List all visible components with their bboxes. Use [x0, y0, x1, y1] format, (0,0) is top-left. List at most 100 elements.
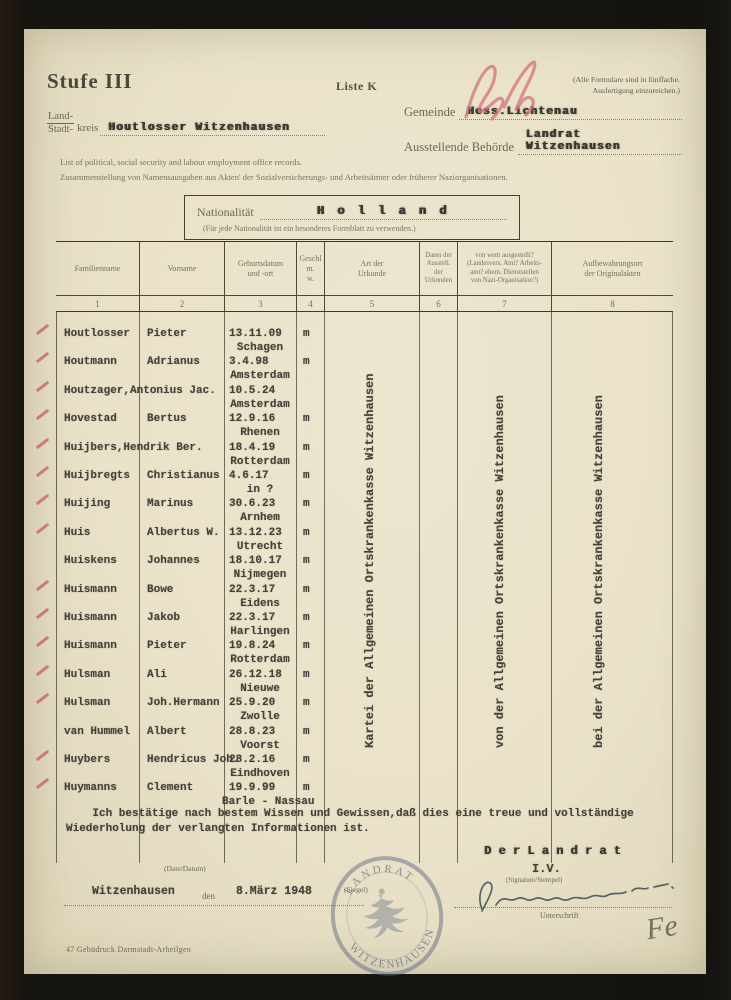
table-row: van Hummel Albert 28.8.23 m Voorst — [56, 726, 673, 754]
table-row: Huijbers,Hendrik Ber. 18.4.19 m Rotterdam — [35, 437, 673, 470]
table-row: Hovestad Bertus 12.9.16 m Rhenen — [35, 408, 673, 441]
first-name-cell: Clement — [147, 782, 194, 795]
table-row: Houtmann Adrianus 3.4.98 m Amsterdam — [35, 352, 673, 384]
col-header-geschlecht: Geschl m. w. — [296, 242, 324, 295]
birth-date-cell: 18.10.17 — [229, 555, 282, 568]
birth-date-cell: 4.6.17 — [229, 470, 269, 482]
table-row: Huybers Hendricus Joh. 28.2.16 m Eindhoven — [35, 749, 673, 782]
table-row: Huijing Marinus 30.6.23 m Arnhem — [35, 494, 673, 526]
table-row: Huiskens Johannes 18.10.17 m Nijmegen — [56, 555, 673, 583]
column-line — [457, 312, 458, 863]
table-row: Huymanns Clement 19.9.99 m Barle - Nassau — [35, 778, 673, 810]
date-value: 8.März 1948 — [236, 885, 312, 898]
family-name-cell: Huijbers,Hendrik Ber. — [64, 441, 203, 454]
siegel-label: (Siegel) — [344, 885, 368, 894]
red-check-mark — [35, 352, 50, 364]
red-check-mark — [35, 664, 50, 677]
family-name-cell: Hovestad — [64, 413, 117, 426]
red-check-mark — [35, 494, 50, 506]
birth-place-cell: Rotterdam — [230, 455, 290, 468]
pencil-initials: Fe — [643, 908, 680, 947]
date-ruled-line — [64, 883, 364, 906]
family-name-cell: Huybers — [64, 754, 111, 766]
handwritten-signature — [479, 881, 674, 912]
kreis-value: Houtlosser Witzenhausen — [108, 122, 291, 135]
red-check-mark — [35, 778, 50, 790]
birth-date-cell: 28.2.16 — [229, 754, 276, 766]
date-place-value: Witzenhausen — [92, 885, 175, 898]
family-name-cell: Houtmann — [64, 356, 117, 369]
birth-date-cell: 22.3.17 — [229, 583, 276, 596]
col-header-vorname: Vorname — [139, 242, 224, 295]
col-number: 7 — [457, 296, 551, 311]
date-field-label: (Date/Datum) — [164, 864, 206, 873]
column-line — [139, 312, 140, 863]
family-name-cell: van Hummel — [64, 725, 131, 738]
birth-place-cell: in ? — [246, 484, 274, 496]
table-row: Huismann Bowe 22.3.17 m Eidens — [35, 579, 673, 612]
birth-date-cell: 13.12.23 — [229, 526, 282, 539]
birth-date-cell: 18.4.19 — [229, 441, 276, 454]
birth-place-cell: Rhenen — [240, 427, 280, 440]
column-line — [224, 312, 225, 863]
red-check-mark — [35, 522, 50, 535]
printer-imprint: 47 Gebüdruck Darmstadt-Arheilgen — [66, 945, 192, 954]
column-line — [56, 312, 57, 863]
birth-place-cell: Utrecht — [236, 540, 284, 553]
first-name-cell: Marinus — [147, 498, 194, 511]
gemeinde-behoerde-fields: Gemeinde Hess.Lichtenau Ausstellende Beh… — [404, 101, 682, 164]
column-line — [551, 312, 552, 863]
first-name-cell: Ali — [147, 668, 167, 681]
first-name-cell: Johannes — [147, 555, 200, 568]
red-check-mark — [35, 323, 50, 336]
liste-heading: Liste K — [336, 79, 378, 93]
family-name-cell: Hulsman — [64, 668, 111, 681]
birth-date-cell: 13.11.09 — [229, 328, 282, 340]
signature-ruled-line — [454, 886, 672, 908]
stadt-label: Stadt- — [47, 124, 74, 136]
stamp-eagle — [363, 894, 409, 939]
behoerde-value: Landrat Witzenhausen — [526, 129, 621, 153]
table-row: Huismann Jakob 22.3.17 m Harlingen — [35, 607, 673, 640]
copies-notice-line2: Ausfertigung einzureichen.) — [592, 85, 680, 95]
family-name-cell: Houtlosser — [64, 328, 131, 340]
birth-place-cell: Rotterdam — [230, 654, 290, 667]
family-name-cell: Hulsman — [64, 697, 111, 710]
red-check-mark — [35, 408, 50, 421]
copies-notice-line1: (Alle Formulare sind in fünffache. — [572, 75, 680, 84]
red-check-mark — [35, 579, 50, 591]
gender-cell: m — [303, 526, 310, 539]
signature-field-label: (Signature/Stempel) — [506, 876, 563, 884]
gender-cell: m — [303, 441, 310, 454]
col-header-art-der-urkunde: Art der Urkunde — [324, 242, 419, 295]
column-line — [419, 312, 420, 863]
birth-date-cell: 25.9.20 — [229, 697, 276, 710]
first-name-cell: Bowe — [147, 583, 174, 596]
nationality-label: Nationalität — [197, 205, 254, 219]
col-number: 1 — [95, 298, 100, 309]
family-name-cell: Huismann — [64, 612, 117, 624]
nationality-note: (Für jede Nationalität ist ein besondere… — [203, 224, 416, 233]
birth-date-cell: 28.8.23 — [229, 725, 276, 738]
birth-date-cell: 26.12.18 — [229, 668, 282, 681]
table-header-row: Familienname Vorname Geburtsdatum und -o… — [56, 241, 673, 296]
certification-text: Ich bestätige nach bestem Wissen und Gew… — [66, 808, 634, 835]
birth-date-cell: 19.9.99 — [229, 782, 276, 795]
col-header-daten: Daten der Ausstell. der Urkunden — [419, 242, 457, 295]
column-line — [296, 312, 297, 863]
kreis-label: kreis — [77, 121, 99, 134]
col-header-von-wem: von wem ausgestellt? (Landesvers. Amt? A… — [457, 242, 551, 295]
birth-place-cell: Amsterdam — [230, 370, 290, 383]
gender-cell: m — [303, 697, 310, 710]
red-handwritten-mark — [464, 60, 537, 121]
birth-date-cell: 30.6.23 — [229, 498, 276, 511]
behoerde-field: Ausstellende Behörde Landrat Witzenhause… — [404, 129, 682, 155]
family-name-cell: Huijbregts — [64, 470, 131, 482]
gender-cell: m — [303, 668, 310, 681]
gender-cell: m — [303, 640, 310, 653]
birth-place-cell: Eidens — [240, 597, 280, 610]
document-page: Stufe III Liste K (Alle Formulare sind i… — [24, 29, 706, 980]
family-name-cell: Huismann — [64, 640, 117, 653]
subtitle-english: List of political, social security and l… — [60, 157, 303, 167]
family-name-cell: Huiskens — [64, 555, 117, 568]
